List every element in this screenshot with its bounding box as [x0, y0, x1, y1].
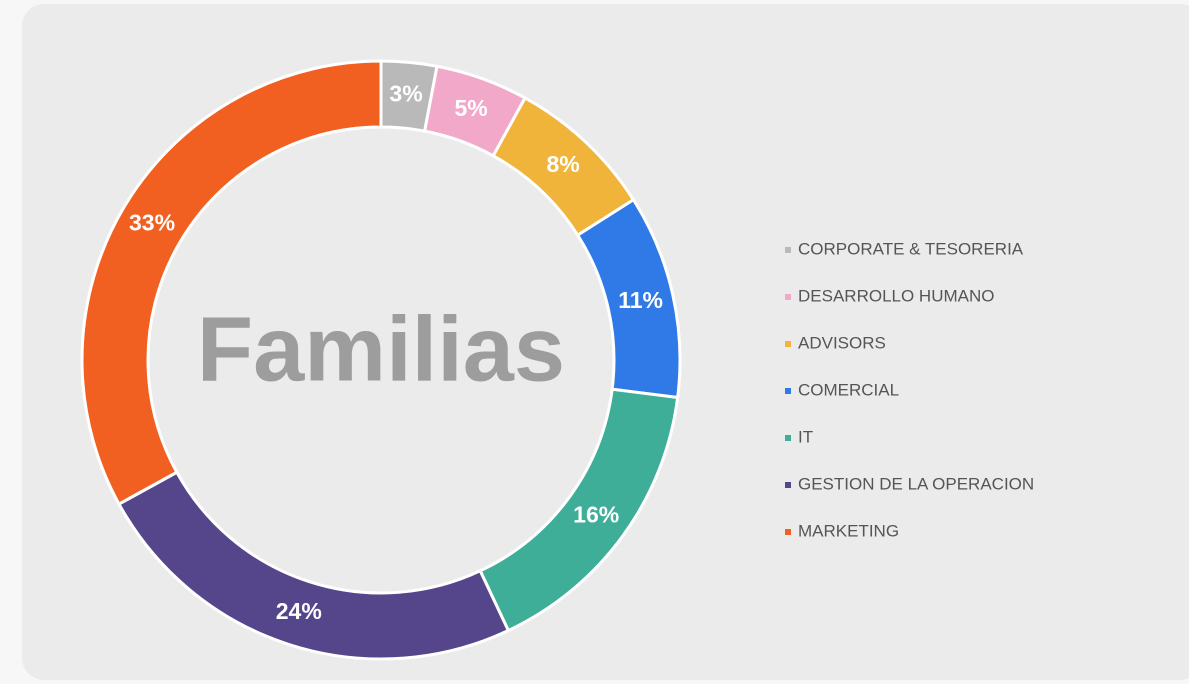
- legend-label: MARKETING: [798, 521, 899, 540]
- legend-marker: [785, 294, 791, 300]
- data-label: 33%: [129, 210, 175, 236]
- data-label: 11%: [618, 287, 663, 313]
- legend-marker: [785, 388, 791, 394]
- data-label: 8%: [546, 151, 579, 177]
- slice: [80, 59, 383, 507]
- legend-label: ADVISORS: [798, 333, 886, 352]
- card: [22, 4, 1189, 680]
- chart-title: Familias: [197, 298, 565, 400]
- legend-marker: [785, 435, 791, 441]
- legend-marker: [785, 482, 791, 488]
- legend-marker: [785, 247, 791, 253]
- legend-label: DESARROLLO HUMANO: [798, 286, 994, 305]
- legend-marker: [785, 341, 791, 347]
- legend-label: GESTION DE LA OPERACION: [798, 474, 1034, 493]
- data-label: 5%: [454, 95, 487, 121]
- data-label: 3%: [389, 80, 422, 106]
- data-label: 24%: [276, 598, 322, 624]
- data-label: 16%: [573, 501, 619, 527]
- legend-label: COMERCIAL: [798, 380, 899, 399]
- legend-marker: [785, 529, 791, 535]
- legend-label: CORPORATE & TESORERIA: [798, 239, 1024, 258]
- legend-label: IT: [798, 427, 813, 446]
